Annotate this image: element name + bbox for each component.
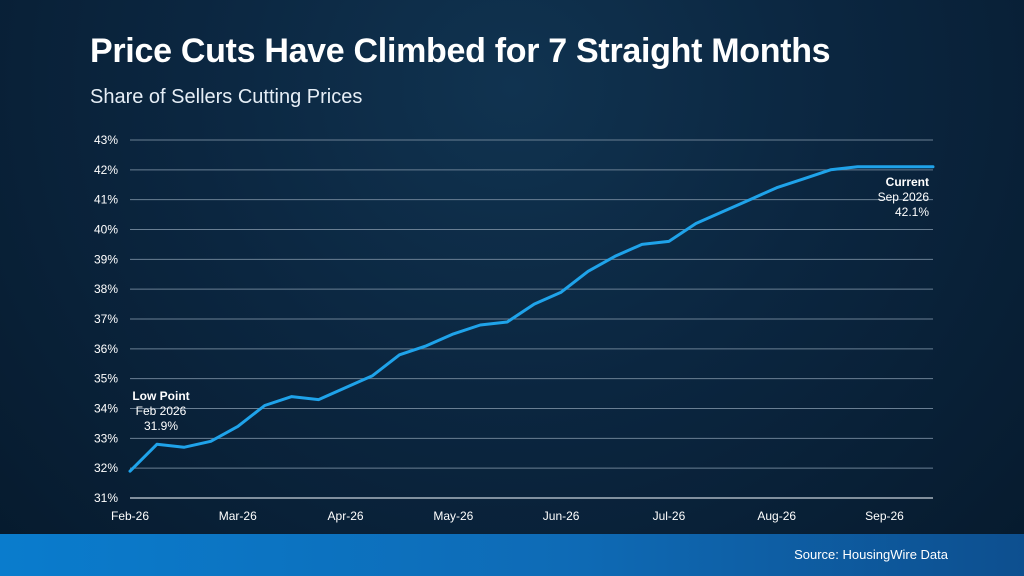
x-tick-label: Mar-26 [219,509,257,523]
x-tick-label: Apr-26 [328,509,364,523]
y-tick-label: 41% [94,193,118,207]
annotation-current-value: 42.1% [895,205,929,219]
y-tick-label: 40% [94,223,118,237]
y-tick-label: 38% [94,282,118,296]
chart-subtitle: Share of Sellers Cutting Prices [90,86,363,108]
line-chart: 31%32%33%34%35%36%37%38%39%40%41%42%43% … [94,133,935,523]
y-tick-label: 32% [94,461,118,475]
grid-lines [130,139,933,469]
x-tick-label: Jul-26 [653,509,686,523]
series-line [128,165,935,473]
y-tick-label: 35% [94,372,118,386]
x-tick-label: May-26 [433,509,473,523]
footer-bar: Source: HousingWire Data [0,534,1024,576]
source-note: Source: HousingWire Data [794,547,948,562]
annotation-current-heading: Current [886,175,929,189]
y-tick-label: 31% [94,491,118,505]
x-axis-ticks: Feb-26 Mar-26 Apr-26 May-26 Jun-26 Jul-26 Aug-… [111,509,904,523]
y-tick-label: 42% [94,163,118,177]
y-tick-label: 39% [94,252,118,266]
x-tick-label: Aug-26 [757,509,796,523]
annotation-low-value: 31.9% [144,419,178,433]
y-axis-ticks: 31% 32% 33% 34% 35% 36% 37% 38% 39% 40% 41% 42% 43% [94,133,118,505]
x-tick-label: Jun-26 [543,509,580,523]
y-tick-label: 34% [94,402,118,416]
x-tick-label: Feb-26 [111,509,149,523]
y-tick-label: 33% [94,431,118,445]
y-tick-label: 43% [94,133,118,147]
annotation-low-date: Feb 2026 [136,404,187,418]
x-tick-label: Sep-26 [865,509,904,523]
y-tick-label: 36% [94,342,118,356]
chart-title: Price Cuts Have Climbed for 7 Straight M… [90,32,831,70]
annotation-current-date: Sep 2026 [878,190,930,204]
y-tick-label: 37% [94,312,118,326]
annotation-low-heading: Low Point [132,389,189,403]
